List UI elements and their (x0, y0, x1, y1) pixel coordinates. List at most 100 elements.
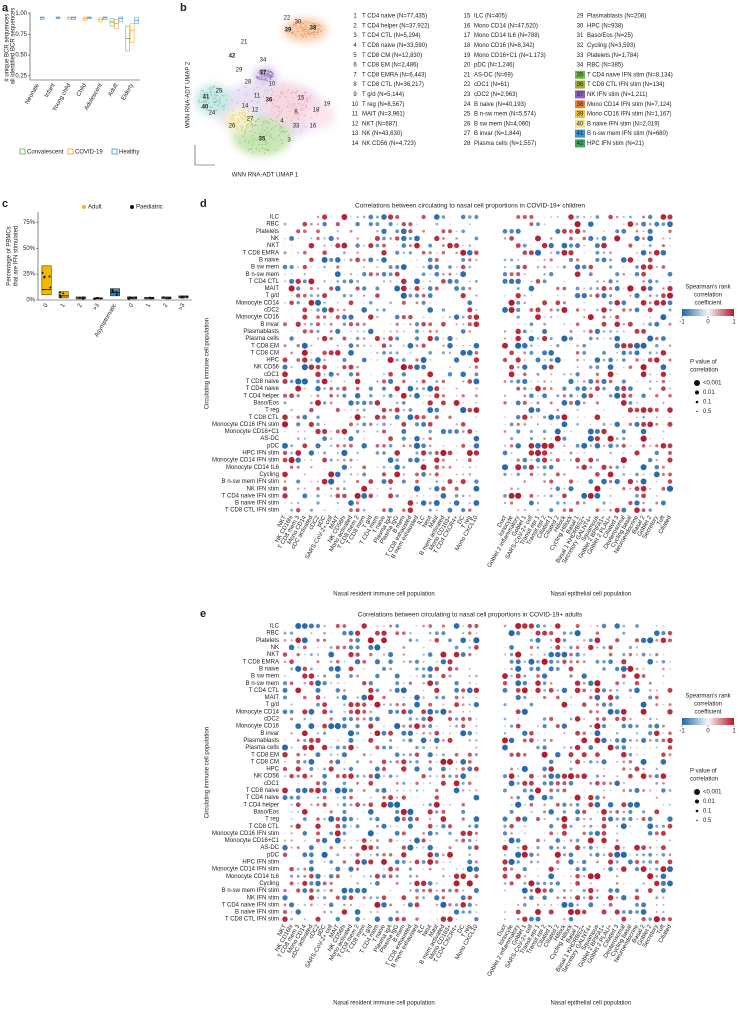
correlation-dot (374, 766, 380, 772)
correlation-dot (328, 651, 335, 658)
umap-point (272, 75, 274, 77)
correlation-dot (641, 845, 646, 851)
correlation-dot (529, 214, 534, 220)
umap-point (264, 139, 267, 142)
correlation-dot (509, 444, 514, 448)
x-tick-label: Adult (107, 83, 119, 98)
correlation-dot (374, 644, 381, 651)
umap-point (247, 122, 249, 125)
correlation-dot (329, 437, 333, 440)
correlation-dot (468, 466, 471, 469)
correlation-dot (309, 852, 314, 858)
correlation-dot (667, 271, 673, 277)
correlation-dot (316, 817, 320, 821)
row-label: Monocyte CD14 IFN stim (212, 867, 279, 873)
correlation-dot (401, 401, 406, 405)
correlation-dot (534, 449, 542, 457)
correlation-dot (382, 337, 386, 340)
box (102, 16, 108, 20)
umap-point (269, 76, 272, 79)
correlation-dot (388, 709, 393, 715)
correlation-dot (316, 394, 320, 398)
correlation-dot (447, 450, 453, 456)
correlation-dot (415, 479, 419, 484)
correlation-dot (596, 308, 599, 312)
correlation-dot (341, 242, 348, 249)
correlation-dot (433, 801, 440, 808)
correlation-dot (284, 309, 286, 311)
umap-point (263, 70, 265, 72)
correlation-dot (422, 458, 425, 462)
correlation-dot (640, 708, 647, 715)
correlation-dot (350, 416, 352, 419)
correlation-dot (555, 773, 561, 779)
correlation-dot (454, 888, 459, 893)
correlation-dot (467, 766, 473, 772)
correlation-dot (422, 660, 425, 663)
umap-point (308, 97, 311, 99)
correlation-dot (335, 659, 340, 664)
correlation-dot (297, 266, 300, 269)
correlation-dot (588, 680, 594, 686)
correlation-dot (304, 768, 306, 770)
umap-point (244, 86, 247, 88)
umap-point (265, 140, 267, 143)
legend-number: 40 (577, 121, 584, 127)
correlation-dot (660, 888, 666, 893)
correlation-dot (302, 279, 307, 284)
correlation-dot (348, 709, 354, 714)
correlation-dot (460, 329, 466, 334)
correlation-dot (303, 717, 307, 721)
correlation-dot (515, 228, 521, 234)
correlation-dot (356, 882, 359, 885)
correlation-dot (667, 221, 673, 228)
correlation-dot (322, 401, 327, 405)
row-label: MAIT (265, 286, 280, 292)
pvalue-swatch (695, 400, 699, 404)
correlation-dot (642, 501, 645, 505)
correlation-dot (563, 430, 566, 433)
correlation-dot (413, 485, 421, 492)
correlation-dot (529, 888, 534, 893)
correlation-dot (323, 903, 326, 906)
umap-point (258, 71, 261, 74)
umap-point (300, 33, 302, 36)
correlation-dot (389, 423, 392, 426)
correlation-dot (389, 738, 393, 742)
correlation-dot (316, 638, 320, 642)
correlation-dot (528, 285, 535, 292)
y-axis-title: Percentage of PBMCs (7, 226, 13, 285)
legend-swatch (130, 205, 134, 209)
correlation-dot (316, 322, 320, 327)
correlation-dot (516, 795, 521, 800)
correlation-dot (409, 860, 412, 864)
correlation-dot (348, 651, 354, 658)
correlation-dot (590, 768, 592, 770)
correlation-dot (660, 880, 666, 886)
umap-point (266, 121, 269, 123)
correlation-dot (284, 760, 286, 763)
umap-point (303, 32, 305, 35)
correlation-dot (335, 916, 341, 922)
correlation-dot (669, 244, 671, 247)
pvalue-title: P value of (690, 769, 717, 775)
umap-point (279, 131, 282, 133)
correlation-dot (668, 638, 672, 643)
correlation-dot (504, 725, 506, 727)
correlation-dot (516, 860, 520, 864)
umap-point (266, 93, 268, 95)
colorbar-tick-label: 1 (732, 729, 736, 735)
umap-point (201, 101, 203, 103)
correlation-dot (502, 357, 508, 363)
correlation-dot (615, 875, 619, 878)
legend-number: 17 (464, 33, 471, 39)
correlation-dot (375, 443, 380, 448)
correlation-dot (581, 737, 588, 744)
correlation-dot (516, 272, 521, 277)
correlation-dot (669, 280, 671, 283)
correlation-dot (455, 251, 458, 255)
correlation-dot (543, 494, 546, 497)
correlation-dot (282, 450, 288, 456)
umap-point (208, 87, 210, 89)
correlation-dot (296, 759, 301, 764)
